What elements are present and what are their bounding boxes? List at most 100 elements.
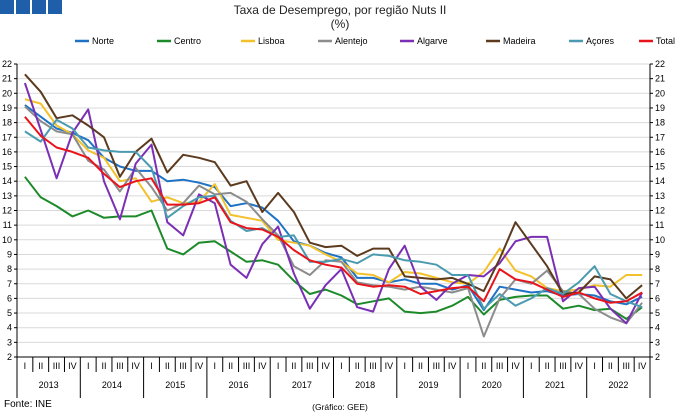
x-tick-label-quarter: III xyxy=(179,361,187,371)
x-tick-label-quarter: II xyxy=(355,361,360,371)
x-tick-label-quarter: I xyxy=(150,361,153,371)
y-tick-label-left: 14 xyxy=(2,176,12,186)
y-tick-label-left: 9 xyxy=(7,249,12,259)
x-tick-label-quarter: II xyxy=(608,361,613,371)
x-tick-label-quarter: III xyxy=(496,361,504,371)
x-tick-label-quarter: II xyxy=(481,361,486,371)
y-tick-label-right: 11 xyxy=(655,220,664,230)
x-tick-label-year: 2019 xyxy=(418,380,438,390)
legend-label-lisboa: Lisboa xyxy=(258,36,285,46)
y-tick-label-right: 16 xyxy=(655,147,665,157)
x-tick-label-year: 2022 xyxy=(608,380,628,390)
x-tick-label-quarter: III xyxy=(369,361,377,371)
y-tick-label-left: 12 xyxy=(2,206,12,216)
x-tick-label-quarter: II xyxy=(165,361,170,371)
y-tick-label-right: 18 xyxy=(655,118,665,128)
y-tick-label-right: 2 xyxy=(655,352,660,362)
chart-title-line2: (%) xyxy=(330,17,350,31)
y-tick-label-right: 6 xyxy=(655,293,660,303)
x-tick-label-quarter: II xyxy=(291,361,296,371)
y-tick-label-left: 6 xyxy=(7,293,12,303)
y-tick-label-left: 16 xyxy=(2,147,12,157)
y-tick-label-right: 21 xyxy=(655,74,665,84)
y-tick-label-left: 15 xyxy=(2,162,12,172)
x-tick-label-quarter: I xyxy=(214,361,217,371)
x-tick-label-quarter: IV xyxy=(195,361,204,371)
x-tick-label-quarter: I xyxy=(24,361,27,371)
series-line-lisboa xyxy=(24,98,643,293)
y-tick-label-left: 13 xyxy=(2,191,12,201)
chart-title: Taxa de Desemprego, por região Nuts II (… xyxy=(0,3,680,31)
credit-label: (Gráfico: GEE) xyxy=(312,402,368,412)
y-tick-label-right: 14 xyxy=(655,176,665,186)
x-tick-label-quarter: III xyxy=(623,361,631,371)
x-tick-label-quarter: IV xyxy=(448,361,457,371)
legend-label-total: Total xyxy=(656,36,675,46)
y-tick-label-left: 5 xyxy=(7,308,12,318)
y-tick-label-right: 5 xyxy=(655,308,660,318)
y-tick-label-right: 19 xyxy=(655,103,665,113)
y-tick-label-right: 17 xyxy=(655,132,665,142)
x-tick-label-quarter: I xyxy=(530,361,533,371)
y-tick-label-right: 15 xyxy=(655,162,665,172)
x-tick-label-quarter: II xyxy=(102,361,107,371)
x-tick-label-quarter: III xyxy=(559,361,567,371)
x-tick-label-quarter: III xyxy=(116,361,124,371)
x-tick-label-quarter: IV xyxy=(321,361,330,371)
y-tick-label-right: 7 xyxy=(655,279,660,289)
y-tick-label-right: 12 xyxy=(655,206,665,216)
y-tick-label-right: 13 xyxy=(655,191,665,201)
x-tick-label-year: 2014 xyxy=(102,380,122,390)
logo-icon xyxy=(0,0,62,14)
y-tick-label-left: 11 xyxy=(3,220,12,230)
y-tick-label-left: 20 xyxy=(2,88,12,98)
x-tick-label-quarter: IV xyxy=(638,361,647,371)
x-tick-label-year: 2020 xyxy=(482,380,502,390)
y-tick-label-right: 20 xyxy=(655,88,665,98)
x-tick-label-quarter: I xyxy=(87,361,90,371)
y-tick-label-left: 19 xyxy=(2,103,12,113)
x-tick-label-quarter: II xyxy=(418,361,423,371)
legend-label-algarve: Algarve xyxy=(417,36,448,46)
series-line-açores xyxy=(24,118,643,310)
y-tick-label-left: 2 xyxy=(7,352,12,362)
x-tick-label-quarter: IV xyxy=(68,361,77,371)
x-tick-label-quarter: I xyxy=(340,361,343,371)
x-tick-label-quarter: II xyxy=(38,361,43,371)
x-tick-label-quarter: I xyxy=(277,361,280,371)
x-tick-label-quarter: IV xyxy=(258,361,267,371)
chart-title-line1: Taxa de Desemprego, por região Nuts II xyxy=(233,3,447,17)
y-tick-label-right: 9 xyxy=(655,249,660,259)
x-tick-label-quarter: IV xyxy=(575,361,584,371)
y-tick-label-right: 22 xyxy=(655,59,665,69)
y-tick-label-left: 8 xyxy=(7,264,12,274)
x-tick-label-quarter: III xyxy=(53,361,61,371)
series-line-alentejo xyxy=(24,105,643,338)
x-tick-label-year: 2015 xyxy=(165,380,185,390)
legend-label-madeira: Madeira xyxy=(503,36,536,46)
series-line-norte xyxy=(24,104,643,312)
y-tick-label-left: 3 xyxy=(7,337,12,347)
y-tick-label-left: 21 xyxy=(2,74,12,84)
x-tick-label-quarter: I xyxy=(403,361,406,371)
x-tick-label-quarter: IV xyxy=(511,361,520,371)
x-tick-label-quarter: IV xyxy=(131,361,140,371)
series-line-total xyxy=(24,116,643,304)
y-tick-label-right: 10 xyxy=(655,235,665,245)
y-tick-label-right: 4 xyxy=(655,323,660,333)
y-tick-label-right: 3 xyxy=(655,337,660,347)
x-tick-label-quarter: III xyxy=(243,361,251,371)
y-tick-label-left: 18 xyxy=(2,118,12,128)
x-tick-label-year: 2016 xyxy=(229,380,249,390)
y-tick-label-left: 17 xyxy=(2,132,12,142)
x-tick-label-quarter: I xyxy=(467,361,470,371)
y-tick-label-left: 4 xyxy=(7,323,12,333)
source-label: Fonte: INE xyxy=(4,399,52,410)
x-tick-label-quarter: IV xyxy=(385,361,394,371)
legend-label-centro: Centro xyxy=(174,36,201,46)
legend-label-alentejo: Alentejo xyxy=(335,36,368,46)
x-tick-label-year: 2018 xyxy=(355,380,375,390)
x-tick-label-quarter: III xyxy=(433,361,441,371)
x-tick-label-year: 2013 xyxy=(39,380,59,390)
